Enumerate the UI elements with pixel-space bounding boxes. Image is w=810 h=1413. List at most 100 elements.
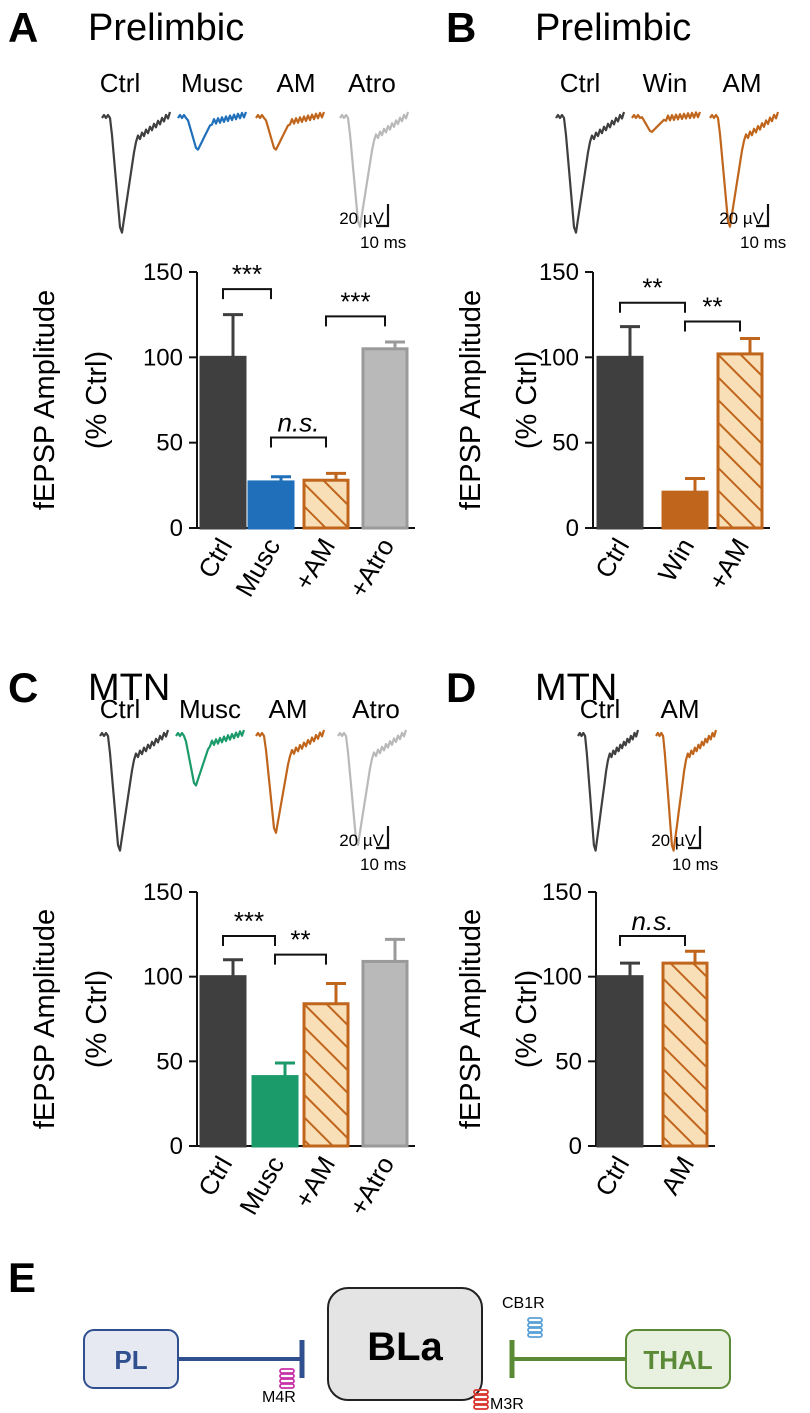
y-tick-label: 0: [569, 1133, 582, 1160]
error-bar: [620, 325, 640, 358]
scale-bar-time-label: 10 ms: [740, 233, 786, 252]
error-bar: [685, 949, 705, 964]
scale-bar-voltage-label: 20 µV: [339, 209, 384, 228]
error-bar: [620, 961, 640, 977]
error-bar: [326, 981, 346, 1004]
scale-bar-time-label: 10 ms: [672, 855, 718, 874]
trace-label: Atro: [352, 694, 400, 724]
panel-letter: D: [446, 664, 476, 711]
x-tick-label: Ctrl: [192, 1151, 238, 1201]
panel-letter: A: [8, 4, 38, 51]
significance-bracket: [619, 301, 686, 313]
bar-am: [716, 352, 764, 530]
fepsp-trace: [339, 111, 410, 228]
panel-title: Prelimbic: [535, 7, 691, 49]
x-tick-label: +Atro: [343, 533, 400, 602]
panel-e-diagram: E PL BLa M4R M3R THAL CB1R: [8, 1254, 731, 1413]
fepsp-trace: [709, 111, 780, 228]
y-axis-label-line1: fEPSP Amplitude: [29, 290, 61, 510]
scale-bar: [756, 204, 770, 228]
significance-label: ***: [232, 259, 262, 289]
error-bar: [385, 340, 405, 349]
error-bar: [685, 477, 705, 493]
bar-ctrl: [199, 355, 247, 530]
x-tick-label: +Atro: [343, 1151, 400, 1220]
trace-label: Musc: [181, 68, 243, 98]
x-tick-label: AM: [655, 1151, 700, 1200]
bar-ctrl: [596, 355, 644, 530]
m3r-icon: [473, 1389, 489, 1410]
bar-win: [661, 490, 709, 530]
panel-title: MTN: [535, 667, 617, 709]
y-axis-label: fEPSP Amplitude (% Ctrl): [455, 909, 543, 1129]
significance-bracket: [684, 320, 741, 332]
bar-am: [302, 1002, 350, 1148]
trace-label: Ctrl: [100, 694, 140, 724]
y-tick-label: 50: [156, 430, 183, 457]
x-tick-label: Ctrl: [589, 533, 635, 583]
bar-musc: [251, 1075, 299, 1148]
significance-label: ***: [234, 906, 264, 936]
significance-bracket: [222, 935, 276, 947]
y-tick-label: 150: [539, 259, 579, 286]
y-tick-label: 0: [170, 1133, 183, 1160]
bar-atro: [361, 959, 409, 1148]
y-tick-label: 0: [170, 515, 183, 542]
scale-bar: [376, 826, 390, 850]
bar-musc: [247, 480, 295, 530]
significance-bracket: [619, 935, 686, 947]
y-axis-label-line1: fEPSP Amplitude: [455, 290, 487, 510]
x-tick-label: +AM: [702, 533, 755, 595]
m4r-icon: [279, 1368, 295, 1389]
error-bar: [223, 958, 243, 977]
fepsp-trace: [655, 729, 718, 852]
error-bar: [740, 337, 760, 354]
panel-title: MTN: [88, 667, 170, 709]
trace-label: AM: [723, 68, 762, 98]
cb1r-label: CB1R: [502, 1295, 545, 1312]
y-tick-label: 0: [566, 515, 579, 542]
x-tick-label: +AM: [288, 533, 341, 595]
y-axis-label-line1: fEPSP Amplitude: [455, 909, 487, 1129]
trace-label: Ctrl: [580, 694, 620, 724]
y-tick-label: 50: [555, 1048, 582, 1075]
error-bar: [223, 313, 243, 358]
bar-atro: [361, 347, 409, 530]
y-axis-label-line2: (% Ctrl): [511, 351, 543, 449]
y-tick-label: 100: [539, 344, 579, 371]
y-tick-label: 100: [143, 344, 183, 371]
significance-label: n.s.: [278, 408, 320, 438]
y-axis-label-line1: fEPSP Amplitude: [29, 909, 61, 1129]
fepsp-trace: [337, 729, 408, 846]
significance-bracket: [325, 315, 386, 327]
y-axis-label: fEPSP Amplitude (% Ctrl): [29, 290, 113, 510]
y-tick-label: 150: [143, 879, 183, 906]
trace-label: AM: [269, 694, 308, 724]
significance-label: **: [290, 925, 310, 955]
error-bar: [385, 937, 405, 962]
fepsp-trace: [631, 111, 702, 133]
x-tick-label: Win: [652, 533, 700, 587]
significance-bracket: [222, 288, 272, 300]
fepsp-trace: [577, 729, 640, 852]
error-bar: [326, 471, 346, 481]
significance-label: n.s.: [632, 906, 674, 936]
x-tick-label: Ctrl: [192, 533, 238, 583]
y-tick-label: 50: [156, 1048, 183, 1075]
panel-title: Prelimbic: [88, 7, 244, 49]
y-axis-label-line2: (% Ctrl): [81, 970, 113, 1068]
y-axis-label: fEPSP Amplitude (% Ctrl): [455, 290, 543, 510]
trace-label: Win: [643, 68, 688, 98]
y-axis-label-line2: (% Ctrl): [511, 970, 543, 1068]
fepsp-trace: [255, 729, 326, 834]
error-bar: [275, 1061, 295, 1077]
m3r-label: M3R: [490, 1396, 524, 1413]
y-tick-label: 150: [542, 879, 582, 906]
thal-label: THAL: [643, 1345, 712, 1375]
y-tick-label: 150: [143, 259, 183, 286]
x-tick-label: Musc: [233, 1151, 290, 1220]
panel-letter: B: [446, 4, 476, 51]
x-tick-label: Ctrl: [589, 1151, 635, 1201]
x-tick-label: +AM: [288, 1151, 341, 1213]
